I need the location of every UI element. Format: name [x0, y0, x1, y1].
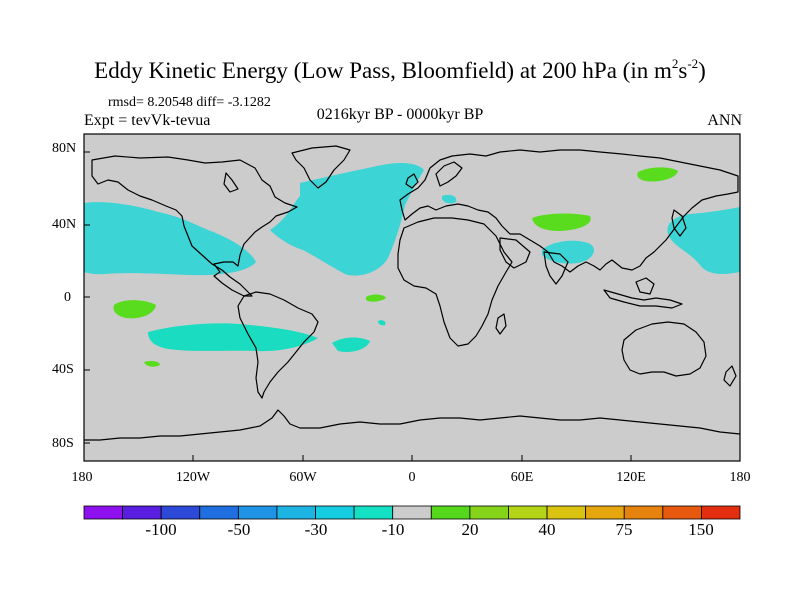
- colorbar-label: -10: [381, 520, 405, 539]
- colorbar-swatch: [469, 505, 509, 520]
- colorbar-swatch: [83, 505, 123, 520]
- map-ticks: [83, 151, 741, 461]
- anomaly-region-siberia: [637, 167, 678, 182]
- lat-label-80s: 80S: [52, 436, 74, 451]
- lon-label-0: 0: [408, 470, 416, 485]
- anomaly-region-south-pacific-small: [144, 361, 160, 367]
- coastline-australia: [621, 321, 707, 377]
- colorbar-label: -100: [145, 520, 177, 539]
- coastline-hudson-bay: [223, 172, 239, 193]
- coastline-borneo: [635, 277, 655, 295]
- anomaly-region-north-atlantic: [270, 162, 424, 276]
- map-panel: [83, 133, 741, 462]
- colorbar-label: 150: [688, 520, 714, 539]
- colorbar-swatch: [160, 505, 201, 520]
- coastline-new-zealand: [723, 365, 737, 387]
- lat-label-40n: 40N: [52, 217, 77, 232]
- colorbar-swatch: [662, 505, 702, 520]
- coastline-japan: [671, 209, 687, 237]
- colorbar-swatch: [353, 505, 394, 520]
- colorbar-label: 75: [615, 520, 633, 539]
- lat-label-80n: 80N: [52, 141, 77, 156]
- colorbar-label: 40: [538, 520, 556, 539]
- colorbar-swatch: [122, 505, 162, 520]
- rmsd-diff-stats: rmsd= 8.20548 diff= -3.1282: [108, 95, 271, 110]
- colorbar-swatch: [392, 505, 432, 520]
- coastline-arabia: [499, 237, 531, 269]
- colorbar-swatch: [585, 505, 625, 520]
- lon-label-60e: 60E: [510, 470, 534, 485]
- anomaly-region-central-asia: [532, 213, 591, 231]
- colorbar-swatch: [276, 505, 316, 520]
- anomaly-region-north-pacific-east: [667, 207, 740, 275]
- coastline-south-america: [237, 291, 319, 399]
- colorbar: [83, 505, 741, 520]
- coastline-antarctica: [84, 409, 741, 441]
- coastline-greenland: [291, 145, 351, 189]
- coastline-scandinavia: [435, 161, 463, 187]
- colorbar-swatch: [623, 505, 664, 520]
- colorbar-swatch: [430, 505, 471, 520]
- anomaly-region-mediterranean: [442, 194, 457, 204]
- coastline-africa: [397, 217, 513, 347]
- coastline-britain: [405, 173, 419, 189]
- colorbar-swatch: [199, 505, 239, 520]
- anomaly-region-south-pacific: [148, 323, 318, 352]
- coastline-indonesia: [603, 289, 683, 309]
- period-label: 0216kyr BP - 0000kyr BP: [316, 106, 484, 123]
- anomaly-region-west-africa: [366, 294, 386, 302]
- coastlines: [84, 145, 741, 441]
- colorbar-label: -30: [304, 520, 328, 539]
- coastline-eurasia: [399, 149, 739, 273]
- colorbar-swatch: [237, 505, 278, 520]
- anomaly-region-north-pacific-west: [84, 202, 256, 276]
- coastline-india: [543, 251, 569, 285]
- coastline-madagascar: [495, 313, 507, 335]
- colorbar-label: -50: [227, 520, 251, 539]
- lat-label-40s: 40S: [52, 362, 74, 377]
- colorbar-swatch: [315, 505, 355, 520]
- colorbar-swatch: [701, 505, 741, 520]
- anomaly-contours: [84, 162, 740, 367]
- lat-label-0: 0: [64, 290, 71, 305]
- anomaly-region-south-asia: [542, 240, 594, 264]
- lon-label-120e: 120E: [616, 470, 646, 485]
- lon-label-60w: 60W: [289, 470, 317, 485]
- chart-title: Eddy Kinetic Energy (Low Pass, Bloomfiel…: [94, 56, 706, 83]
- lon-label-120w: 120W: [175, 470, 211, 485]
- colorbar-swatch: [508, 505, 548, 520]
- anomaly-region-south-atlantic: [332, 337, 370, 352]
- experiment-label: Expt = tevVk-tevua: [84, 112, 211, 129]
- anomaly-region-east-pacific: [113, 300, 156, 319]
- coastline-north-america: [91, 155, 298, 297]
- colorbar-label: 20: [461, 520, 479, 539]
- lon-label-180e: 180: [729, 470, 751, 485]
- anomaly-speck-tropical-atlantic: [378, 320, 386, 326]
- colorbar-swatch: [546, 505, 587, 520]
- season-label: ANN: [707, 112, 742, 129]
- lon-label-180w: 180: [71, 470, 93, 485]
